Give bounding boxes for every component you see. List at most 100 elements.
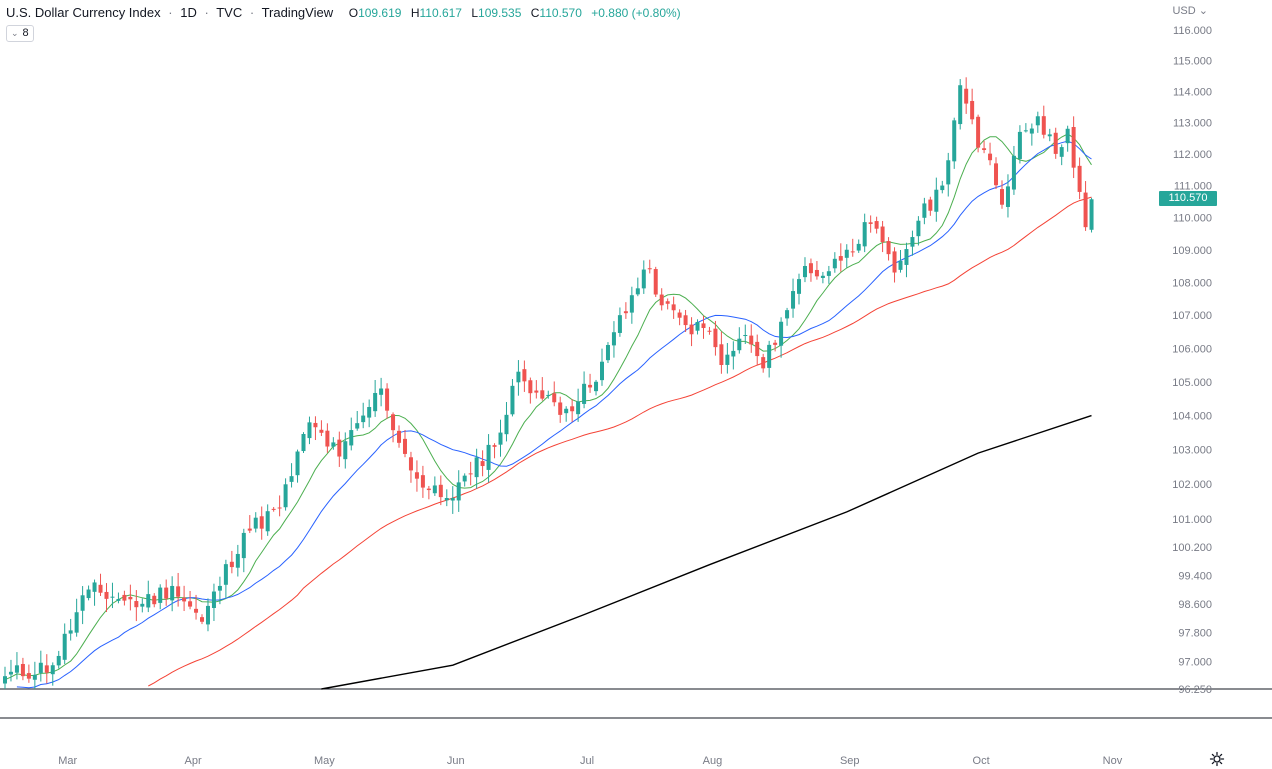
candle[interactable] xyxy=(999,180,1004,209)
candle[interactable] xyxy=(540,377,545,401)
candle[interactable] xyxy=(1005,174,1010,218)
candle[interactable] xyxy=(62,623,67,665)
candle[interactable] xyxy=(182,585,187,612)
candle[interactable] xyxy=(456,470,461,512)
candle[interactable] xyxy=(426,485,431,500)
candle[interactable] xyxy=(223,559,228,599)
candle[interactable] xyxy=(1047,128,1052,142)
candle[interactable] xyxy=(611,321,616,358)
candle[interactable] xyxy=(331,437,336,450)
candle[interactable] xyxy=(313,416,318,441)
candle[interactable] xyxy=(349,417,354,451)
candle[interactable] xyxy=(546,390,551,399)
candle[interactable] xyxy=(462,473,467,487)
candle[interactable] xyxy=(80,586,85,625)
candle[interactable] xyxy=(743,324,748,344)
candle[interactable] xyxy=(343,432,348,469)
candle[interactable] xyxy=(600,348,604,386)
candle[interactable] xyxy=(86,585,91,601)
candle[interactable] xyxy=(391,412,396,443)
candle[interactable] xyxy=(1089,197,1094,233)
candle[interactable] xyxy=(713,320,718,356)
candle[interactable] xyxy=(946,152,951,197)
candle[interactable] xyxy=(892,247,897,283)
gear-icon[interactable] xyxy=(1209,751,1225,767)
candle[interactable] xyxy=(952,117,957,169)
candle[interactable] xyxy=(32,661,37,689)
candle[interactable] xyxy=(241,528,246,573)
candle[interactable] xyxy=(361,402,366,429)
candle[interactable] xyxy=(170,576,175,612)
candle[interactable] xyxy=(659,288,664,311)
candle[interactable] xyxy=(802,257,807,283)
candle[interactable] xyxy=(1053,127,1058,159)
candle[interactable] xyxy=(504,402,509,442)
candle[interactable] xyxy=(916,216,921,246)
candle[interactable] xyxy=(629,286,634,324)
candle[interactable] xyxy=(152,593,157,608)
candle[interactable] xyxy=(1029,123,1034,146)
candle[interactable] xyxy=(319,420,324,437)
candle[interactable] xyxy=(1011,145,1016,195)
candle[interactable] xyxy=(271,507,276,512)
candle[interactable] xyxy=(26,664,31,683)
candle[interactable] xyxy=(791,278,796,318)
candle[interactable] xyxy=(200,614,205,625)
candle[interactable] xyxy=(665,298,670,310)
candle[interactable] xyxy=(516,360,521,396)
candle[interactable] xyxy=(570,399,575,423)
candle[interactable] xyxy=(850,238,855,257)
candle[interactable] xyxy=(253,512,258,533)
candle[interactable] xyxy=(934,177,939,222)
candle[interactable] xyxy=(104,583,109,612)
candle[interactable] xyxy=(68,618,73,641)
candle[interactable] xyxy=(1059,144,1064,166)
candle[interactable] xyxy=(838,243,843,272)
candle[interactable] xyxy=(749,324,754,353)
candle[interactable] xyxy=(492,443,497,459)
candle[interactable] xyxy=(444,489,449,507)
candle[interactable] xyxy=(385,383,390,419)
candle[interactable] xyxy=(910,230,915,256)
candle[interactable] xyxy=(194,594,199,620)
candle[interactable] xyxy=(438,475,443,506)
candle[interactable] xyxy=(832,252,837,273)
candle[interactable] xyxy=(337,431,342,467)
candle[interactable] xyxy=(450,486,455,514)
candle[interactable] xyxy=(826,265,831,284)
candle[interactable] xyxy=(211,583,216,621)
candle[interactable] xyxy=(731,341,736,370)
candle[interactable] xyxy=(725,343,730,374)
candle[interactable] xyxy=(176,572,181,607)
candle[interactable] xyxy=(235,544,240,577)
candle[interactable] xyxy=(217,576,222,605)
candle[interactable] xyxy=(397,425,402,448)
candle[interactable] xyxy=(188,590,193,610)
candle[interactable] xyxy=(779,317,784,358)
candle[interactable] xyxy=(695,319,700,335)
candle[interactable] xyxy=(671,296,676,319)
candle[interactable] xyxy=(402,429,407,458)
candle[interactable] xyxy=(92,579,97,606)
candle[interactable] xyxy=(886,237,891,261)
candle[interactable] xyxy=(552,381,557,407)
candle[interactable] xyxy=(373,379,378,417)
candle[interactable] xyxy=(1071,116,1076,179)
candle[interactable] xyxy=(474,448,479,489)
candle[interactable] xyxy=(534,380,539,399)
candle[interactable] xyxy=(808,258,813,282)
candle[interactable] xyxy=(265,504,270,536)
candle[interactable] xyxy=(922,197,927,225)
candle[interactable] xyxy=(1077,157,1082,200)
candle[interactable] xyxy=(1017,125,1022,164)
candle[interactable] xyxy=(862,213,867,253)
candle[interactable] xyxy=(128,584,133,611)
candles[interactable] xyxy=(3,77,1094,689)
candle[interactable] xyxy=(1035,111,1040,133)
candle[interactable] xyxy=(856,239,861,253)
candle[interactable] xyxy=(122,590,127,606)
candle[interactable] xyxy=(379,377,384,407)
candle[interactable] xyxy=(158,584,163,610)
candle[interactable] xyxy=(367,399,372,428)
candle[interactable] xyxy=(797,273,802,305)
